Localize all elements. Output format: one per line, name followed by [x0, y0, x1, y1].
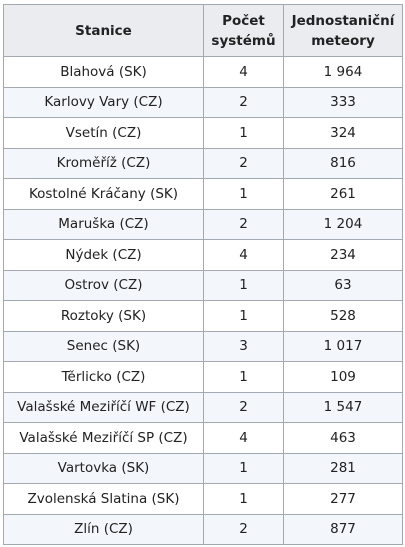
cell-station: Vartovka (SK): [3, 452, 204, 484]
cell-systems: 1: [203, 361, 284, 393]
cell-systems: 1: [203, 483, 284, 515]
header-row: Stanice Počet systémů Jednostaniční mete…: [3, 4, 403, 57]
cell-meteors: 109: [283, 361, 403, 393]
meteor-stations-table: Stanice Počet systémů Jednostaniční mete…: [3, 4, 403, 545]
table-row: Vsetín (CZ) 1 324: [3, 117, 403, 149]
cell-station: Zvolenská Slatina (SK): [3, 483, 204, 515]
cell-systems: 4: [203, 56, 284, 88]
cell-meteors: 528: [283, 300, 403, 332]
cell-systems: 2: [203, 391, 284, 423]
table-row: Roztoky (SK) 1 528: [3, 300, 403, 332]
header-station: Stanice: [3, 4, 204, 57]
table-row: Karlovy Vary (CZ) 2 333: [3, 86, 403, 118]
cell-meteors: 333: [283, 86, 403, 118]
table-row: Těrlicko (CZ) 1 109: [3, 361, 403, 393]
cell-station: Vsetín (CZ): [3, 117, 204, 149]
table-row: Vartovka (SK) 1 281: [3, 452, 403, 484]
cell-systems: 2: [203, 208, 284, 240]
cell-systems: 1: [203, 300, 284, 332]
table-row: Senec (SK) 3 1 017: [3, 330, 403, 362]
cell-station: Kostolné Kráčany (SK): [3, 178, 204, 210]
table-row: Maruška (CZ) 2 1 204: [3, 208, 403, 240]
cell-systems: 2: [203, 147, 284, 179]
cell-station: Blahová (SK): [3, 56, 204, 88]
table-row: Kroměříž (CZ) 2 816: [3, 147, 403, 179]
cell-systems: 1: [203, 269, 284, 301]
cell-meteors: 463: [283, 422, 403, 454]
cell-station: Roztoky (SK): [3, 300, 204, 332]
table-row: Valašské Meziříčí SP (CZ) 4 463: [3, 422, 403, 454]
cell-meteors: 1 204: [283, 208, 403, 240]
cell-station: Zlín (CZ): [3, 513, 204, 545]
cell-meteors: 277: [283, 483, 403, 515]
cell-meteors: 324: [283, 117, 403, 149]
cell-meteors: 877: [283, 513, 403, 545]
cell-systems: 3: [203, 330, 284, 362]
cell-meteors: 261: [283, 178, 403, 210]
table-row: Kostolné Kráčany (SK) 1 261: [3, 178, 403, 210]
table-body: Blahová (SK) 4 1 964 Karlovy Vary (CZ) 2 333 V…: [3, 56, 403, 545]
cell-meteors: 816: [283, 147, 403, 179]
cell-meteors: 1 964: [283, 56, 403, 88]
header-meteors: Jednostaniční meteory: [283, 4, 403, 57]
cell-meteors: 1 017: [283, 330, 403, 362]
cell-station: Valašské Meziříčí SP (CZ): [3, 422, 204, 454]
cell-systems: 1: [203, 178, 284, 210]
table-header: Stanice Počet systémů Jednostaniční mete…: [3, 4, 403, 57]
cell-station: Těrlicko (CZ): [3, 361, 204, 393]
cell-meteors: 281: [283, 452, 403, 484]
cell-systems: 4: [203, 239, 284, 271]
cell-meteors: 63: [283, 269, 403, 301]
cell-meteors: 234: [283, 239, 403, 271]
cell-systems: 4: [203, 422, 284, 454]
cell-systems: 1: [203, 117, 284, 149]
cell-station: Kroměříž (CZ): [3, 147, 204, 179]
table-row: Nýdek (CZ) 4 234: [3, 239, 403, 271]
cell-station: Valašské Meziříčí WF (CZ): [3, 391, 204, 423]
cell-station: Ostrov (CZ): [3, 269, 204, 301]
cell-systems: 2: [203, 513, 284, 545]
table-row: Ostrov (CZ) 1 63: [3, 269, 403, 301]
cell-station: Karlovy Vary (CZ): [3, 86, 204, 118]
cell-station: Maruška (CZ): [3, 208, 204, 240]
table-row: Valašské Meziříčí WF (CZ) 2 1 547: [3, 391, 403, 423]
header-systems: Počet systémů: [203, 4, 284, 57]
cell-station: Senec (SK): [3, 330, 204, 362]
cell-systems: 2: [203, 86, 284, 118]
cell-systems: 1: [203, 452, 284, 484]
table-row: Blahová (SK) 4 1 964: [3, 56, 403, 88]
cell-meteors: 1 547: [283, 391, 403, 423]
table-row: Zvolenská Slatina (SK) 1 277: [3, 483, 403, 515]
cell-station: Nýdek (CZ): [3, 239, 204, 271]
table-row: Zlín (CZ) 2 877: [3, 513, 403, 545]
